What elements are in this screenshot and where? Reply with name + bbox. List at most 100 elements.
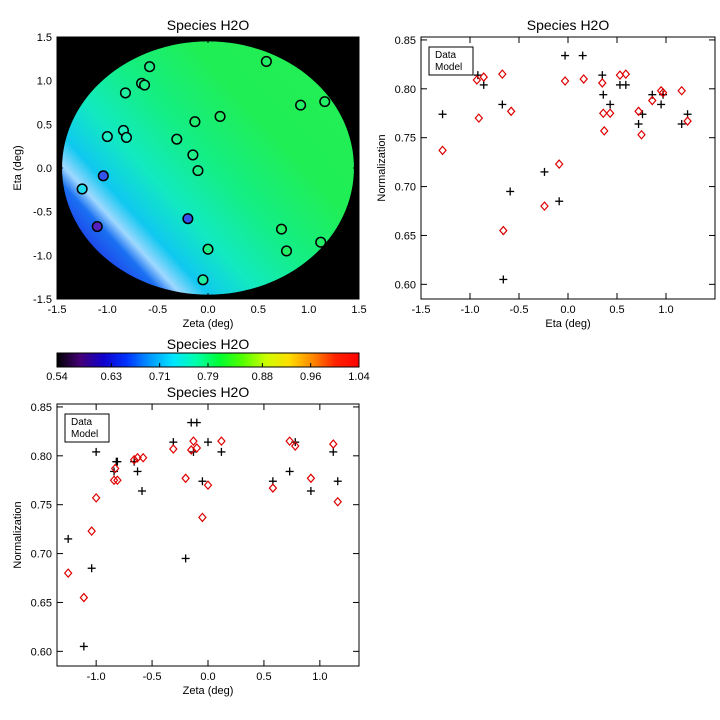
x-tick-label: -0.5 xyxy=(148,304,167,316)
y-tick-label: 1.5 xyxy=(37,32,52,44)
model-point xyxy=(683,116,692,126)
station-marker xyxy=(120,131,133,143)
legend-box xyxy=(64,413,110,443)
data-point xyxy=(333,477,342,486)
legend-entry: Data xyxy=(435,50,457,61)
y-axis-label: Eta (deg) xyxy=(12,145,24,190)
station-marker xyxy=(139,79,151,91)
model-point xyxy=(110,463,120,474)
station-marker xyxy=(197,274,209,286)
x-tick-label: 0.0 xyxy=(200,671,215,683)
legend-entry: Data xyxy=(71,417,93,428)
data-point xyxy=(217,447,226,456)
model-point xyxy=(540,201,549,212)
model-point xyxy=(290,441,300,451)
y-axis-label: Normalization xyxy=(12,501,24,568)
model-point xyxy=(474,113,484,124)
model-point xyxy=(499,225,508,236)
station-marker xyxy=(192,165,204,177)
y-tick-label: 1.0 xyxy=(37,76,52,88)
data-point xyxy=(506,187,515,196)
station-marker xyxy=(275,223,288,235)
y-tick-label: -1.0 xyxy=(33,250,52,262)
station-marker xyxy=(189,116,201,128)
panel-scatter-eta: Species H2O -1.5 -1.0 -0.5 0.0 0.5 1.0 0.60 0.65… xyxy=(376,17,716,330)
x-tick-label: -0.5 xyxy=(510,304,529,316)
model-point xyxy=(605,108,615,119)
model-point xyxy=(138,452,148,463)
y-tick-label: 0.70 xyxy=(31,549,52,561)
model-point xyxy=(133,452,142,463)
data-point xyxy=(438,110,447,119)
model-point xyxy=(472,75,482,85)
station-marker xyxy=(101,131,113,143)
model-point xyxy=(438,145,447,156)
panel-scatter-zeta: Species H2O -1.0 -0.5 0.0 0.5 1.0 0.60 0.65 0.70… xyxy=(12,384,360,697)
model-point xyxy=(129,454,139,465)
data-point xyxy=(87,564,96,573)
colorbar-tick-label: 0.88 xyxy=(252,371,273,383)
station-marker xyxy=(214,110,226,123)
model-point xyxy=(306,473,316,484)
station-marker xyxy=(315,236,327,248)
y-tick-label: 0.0 xyxy=(37,163,52,175)
station-marker xyxy=(97,170,109,182)
chart-title: Species H2O xyxy=(167,17,250,33)
x-tick-label: 0.5 xyxy=(256,671,271,683)
model-point xyxy=(621,69,631,80)
model-point xyxy=(189,436,198,447)
legend-entry: Model xyxy=(435,62,462,73)
model-point xyxy=(598,78,607,88)
panel-heatmap: Species H2O -1.5 -1.0 -0.5 0.0 0.5 1.0 1.5 -1.5 -… xyxy=(12,17,367,330)
model-point xyxy=(203,480,213,491)
x-tick-label: -1.0 xyxy=(87,671,106,683)
model-point xyxy=(637,129,646,140)
station-marker xyxy=(144,61,156,73)
data-point xyxy=(498,100,507,109)
model-point xyxy=(554,159,564,170)
station-marker xyxy=(119,87,132,99)
model-point xyxy=(63,568,73,579)
colorbar-tick-label: 0.96 xyxy=(300,371,321,383)
y-tick-label: 0.65 xyxy=(31,597,52,609)
data-point xyxy=(677,120,686,129)
model-field xyxy=(62,41,354,295)
model-point xyxy=(79,592,89,603)
colorbar-tick-label: 0.79 xyxy=(197,371,218,383)
station-marker xyxy=(91,220,103,233)
y-tick-label: -0.5 xyxy=(33,207,52,219)
model-point xyxy=(634,106,643,117)
model-point xyxy=(658,87,668,98)
x-tick-label: 0.5 xyxy=(609,304,624,316)
data-point xyxy=(599,90,608,99)
model-point xyxy=(109,475,119,486)
station-marker xyxy=(280,245,293,257)
x-axis-label: Eta (deg) xyxy=(545,318,590,330)
colorbar-tick-label: 0.71 xyxy=(149,371,170,383)
x-tick-label: -1.5 xyxy=(48,304,67,316)
data-point xyxy=(79,642,88,651)
model-point xyxy=(677,85,686,96)
model-point xyxy=(285,436,294,447)
x-axis-label: Zeta (deg) xyxy=(183,685,234,697)
data-point xyxy=(192,418,201,427)
legend-box xyxy=(428,46,474,76)
data-point xyxy=(561,51,570,60)
colorbar-title: Species H2O xyxy=(167,336,250,352)
y-axis-label: Normalization xyxy=(376,134,388,201)
x-tick-label: -0.5 xyxy=(143,671,162,683)
data-point xyxy=(657,100,666,109)
panel-colorbar: Species H2O 0.54 0.63 0.71 0.79 0.88 0.96 1.04 xyxy=(46,336,369,383)
data-point xyxy=(578,51,587,60)
y-tick-label: -1.5 xyxy=(33,294,52,306)
model-point xyxy=(647,95,657,106)
data-point xyxy=(621,80,630,89)
model-point xyxy=(192,443,202,453)
model-point xyxy=(498,69,507,80)
model-point xyxy=(113,475,122,486)
model-point xyxy=(268,483,278,493)
station-marker xyxy=(202,243,214,255)
legend-entry: Model xyxy=(71,429,98,440)
